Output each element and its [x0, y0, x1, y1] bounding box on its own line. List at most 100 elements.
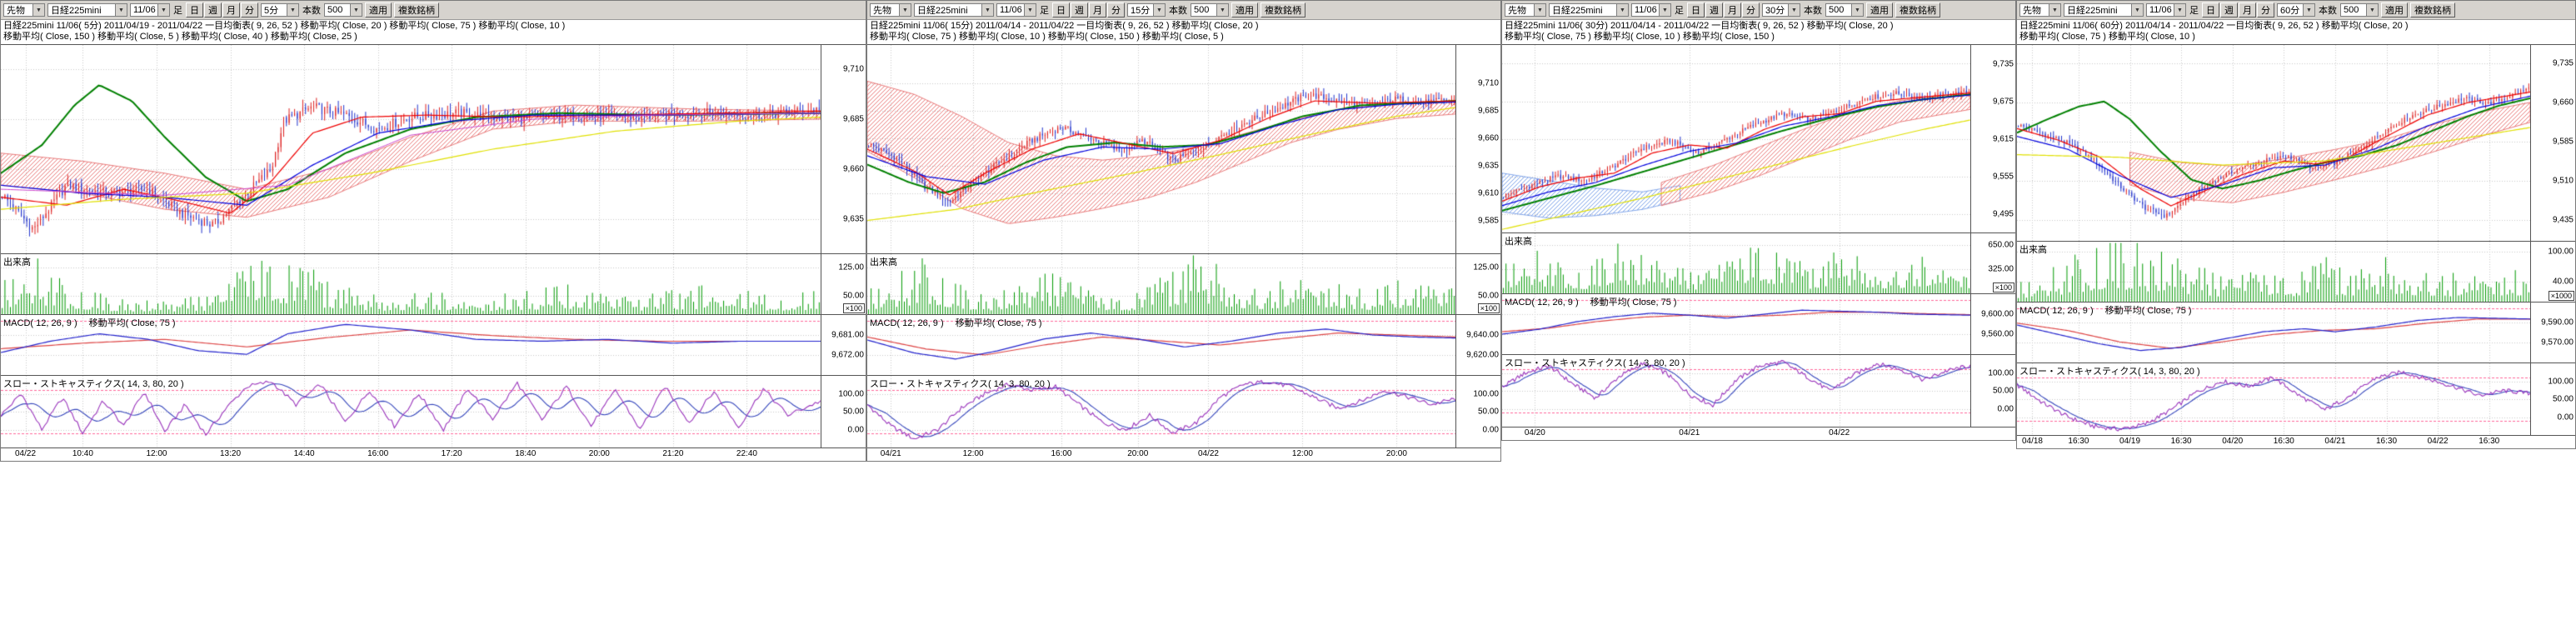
axis-label: 9,710: [842, 64, 864, 74]
contract-month-value: 11/06: [1000, 5, 1022, 15]
price-chart-canvas[interactable]: [1, 45, 821, 253]
interval-select[interactable]: 60分 ▼: [2277, 3, 2315, 17]
macd-chart-canvas[interactable]: [1, 315, 821, 375]
macd-params-label: MACD( 12, 26, 9 ): [2019, 306, 2094, 316]
volume-label: 出来高: [870, 258, 897, 268]
axis-label: 125.00: [1473, 262, 1499, 272]
bar-count-label: 本数: [1169, 6, 1187, 16]
bar-count-select[interactable]: 500 ▼: [324, 3, 362, 17]
chevron-down-icon: ▼: [115, 4, 127, 16]
instrument-category-select[interactable]: 先物 ▼: [1505, 3, 1546, 17]
macd-chart-canvas[interactable]: [2017, 302, 2530, 362]
volume-chart-canvas[interactable]: [1502, 233, 1970, 293]
volume-chart-canvas[interactable]: [2017, 242, 2530, 302]
time-axis-label: 04/21: [2324, 437, 2346, 446]
volume-chart-canvas[interactable]: [867, 254, 1455, 314]
macd-chart-canvas[interactable]: [1502, 294, 1970, 354]
apply-button[interactable]: 適用: [2381, 2, 2408, 18]
bar-count-select[interactable]: 500 ▼: [1825, 3, 1864, 17]
multi-symbol-button[interactable]: 複数銘柄: [1261, 2, 1305, 18]
time-axis-label: 16:00: [367, 449, 389, 458]
bar-type-label: 足: [1040, 6, 1049, 16]
apply-button[interactable]: 適用: [365, 2, 392, 18]
interval-select[interactable]: 30分 ▼: [1762, 3, 1800, 17]
symbol-select[interactable]: 日経225mini ▼: [914, 3, 994, 17]
period-week-button[interactable]: 週: [1705, 2, 1723, 18]
axis-label: 0.00: [1482, 425, 1499, 434]
macd-label: MACD( 12, 26, 9 ) 移動平均( Close, 75 ): [2019, 303, 2192, 317]
stochastics-chart-canvas[interactable]: [1502, 355, 1970, 427]
period-month-button[interactable]: 月: [2239, 2, 2256, 18]
contract-month-select[interactable]: 11/06 ▼: [1631, 3, 1671, 17]
time-axis-label: 16:30: [2479, 437, 2500, 446]
period-month-button[interactable]: 月: [1724, 2, 1741, 18]
interval-select[interactable]: 5分 ▼: [261, 3, 299, 17]
period-button-group: 日 週 月 分: [186, 2, 258, 18]
stochastics-chart-canvas[interactable]: [1, 376, 821, 448]
instrument-category-select[interactable]: 先物 ▼: [2019, 3, 2061, 17]
period-day-button[interactable]: 日: [1052, 2, 1070, 18]
chart-panel: 先物 ▼ 日経225mini ▼ 11/06 ▼ 足 日 週 月 分 60分 ▼: [2016, 0, 2576, 449]
multi-symbol-button[interactable]: 複数銘柄: [1895, 2, 1940, 18]
instrument-category-select[interactable]: 先物 ▼: [3, 3, 45, 17]
axis-label: 9,685: [842, 114, 864, 124]
bar-count-select[interactable]: 500 ▼: [2340, 3, 2379, 17]
axis-label: 9,635: [1477, 161, 1499, 171]
period-minute-button[interactable]: 分: [241, 2, 258, 18]
axis-label: 9,590.00: [2541, 318, 2574, 328]
chart-title-line: 日経225mini 11/06( 15分) 2011/04/14 - 2011/…: [870, 21, 1259, 31]
volume-multiplier-badge: ×100: [1477, 303, 1500, 313]
axis-label: 9,585: [1477, 216, 1499, 226]
contract-month-select[interactable]: 11/06 ▼: [2146, 3, 2186, 17]
period-minute-button[interactable]: 分: [1742, 2, 1760, 18]
period-day-button[interactable]: 日: [1687, 2, 1705, 18]
chevron-down-icon: ▼: [1616, 4, 1628, 16]
volume-axis: ×1000 100.00 40.00: [2530, 242, 2575, 302]
macd-chart-canvas[interactable]: [867, 315, 1455, 375]
stochastics-chart-canvas[interactable]: [2017, 363, 2530, 435]
period-day-button[interactable]: 日: [186, 2, 203, 18]
period-month-button[interactable]: 月: [222, 2, 240, 18]
contract-month-select[interactable]: 11/06 ▼: [996, 3, 1036, 17]
volume-pane: 出来高 ×100 125.00 50.00: [867, 254, 1500, 315]
macd-label: MACD( 12, 26, 9 ) 移動平均( Close, 75 ): [1505, 295, 1677, 308]
time-axis-label: 04/22: [1829, 428, 1850, 438]
price-chart-canvas[interactable]: [1502, 45, 1970, 232]
period-week-button[interactable]: 週: [2220, 2, 2238, 18]
symbol-select[interactable]: 日経225mini ▼: [2064, 3, 2144, 17]
period-minute-button[interactable]: 分: [2257, 2, 2274, 18]
macd-params-label: MACD( 12, 26, 9 ): [1505, 298, 1579, 308]
bar-count-label: 本数: [1804, 6, 1822, 16]
symbol-select[interactable]: 日経225mini ▼: [47, 3, 127, 17]
period-week-button[interactable]: 週: [1071, 2, 1088, 18]
period-minute-button[interactable]: 分: [1107, 2, 1125, 18]
symbol-select[interactable]: 日経225mini ▼: [1549, 3, 1629, 17]
period-month-button[interactable]: 月: [1089, 2, 1106, 18]
axis-label: 9,510: [2552, 176, 2574, 186]
price-chart-canvas[interactable]: [867, 45, 1455, 253]
axis-label: 9,435: [2552, 215, 2574, 225]
instrument-category-value: 先物: [2023, 6, 2041, 16]
macd-axis: 9,681.00 9,672.00: [821, 315, 866, 375]
volume-axis: ×100 125.00 50.00: [821, 254, 866, 314]
instrument-category-select[interactable]: 先物 ▼: [870, 3, 911, 17]
stochastics-chart-canvas[interactable]: [867, 376, 1455, 448]
time-axis-label: 14:40: [293, 449, 315, 458]
time-axis-label: 04/22: [2427, 437, 2449, 446]
bar-count-select[interactable]: 500 ▼: [1191, 3, 1229, 17]
volume-chart-canvas[interactable]: [1, 254, 821, 314]
chevron-down-icon: ▼: [157, 4, 169, 16]
time-axis-label: 04/21: [880, 449, 901, 458]
apply-button[interactable]: 適用: [1231, 2, 1258, 18]
time-axis-label: 22:40: [736, 449, 757, 458]
contract-month-value: 11/06: [1635, 5, 1657, 15]
interval-select[interactable]: 15分 ▼: [1127, 3, 1166, 17]
period-button-group: 日 週 月 分: [1687, 2, 1760, 18]
multi-symbol-button[interactable]: 複数銘柄: [2410, 2, 2455, 18]
price-chart-canvas[interactable]: [2017, 45, 2530, 241]
period-week-button[interactable]: 週: [204, 2, 222, 18]
contract-month-select[interactable]: 11/06 ▼: [130, 3, 170, 17]
multi-symbol-button[interactable]: 複数銘柄: [394, 2, 439, 18]
period-day-button[interactable]: 日: [2202, 2, 2219, 18]
apply-button[interactable]: 適用: [1866, 2, 1893, 18]
